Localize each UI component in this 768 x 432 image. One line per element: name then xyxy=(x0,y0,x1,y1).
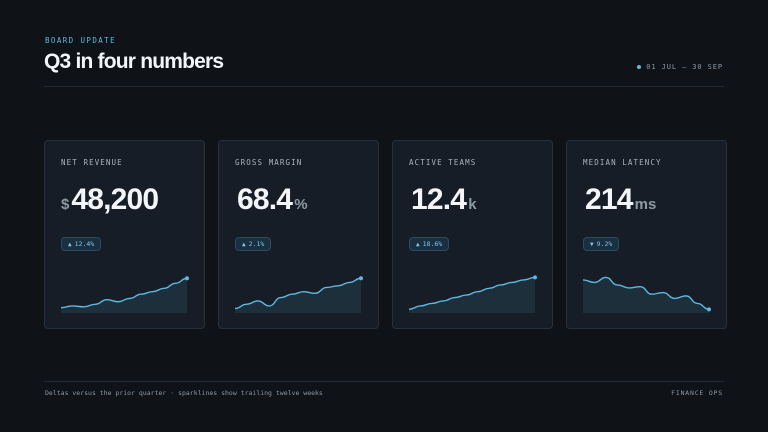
sparkline-chart xyxy=(234,276,363,313)
delta-value: 2.1% xyxy=(248,240,265,248)
metric-value: 48,200 xyxy=(71,183,159,216)
triangle-up-icon: ▲ xyxy=(242,240,246,248)
footnote: Deltas versus the prior quarter · sparkl… xyxy=(45,389,323,397)
sparkline-endpoint xyxy=(359,276,363,281)
card-label: GROSS MARGIN xyxy=(235,158,303,167)
metric-value-group: 214 ms xyxy=(583,183,656,217)
sparkline-area xyxy=(61,278,187,313)
sparkline-chart xyxy=(582,276,711,313)
sparkline-area xyxy=(235,278,361,313)
delta-badge: ▲ 18.6% xyxy=(409,237,450,251)
delta-value: 12.4% xyxy=(74,240,95,248)
metric-card-gross-margin: GROSS MARGIN 68.4 % ▲ 2.1% xyxy=(218,140,379,329)
footer-brand: FINANCE OPS xyxy=(671,389,723,397)
sparkline-line xyxy=(60,277,188,309)
metric-value-group: $ 48,200 xyxy=(61,183,160,217)
metric-value: 12.4 xyxy=(411,183,467,216)
metric-cards: NET REVENUE $ 48,200 ▲ 12.4% GROSS MARGI… xyxy=(44,140,727,329)
delta-badge: ▲ 12.4% xyxy=(61,237,102,251)
triangle-up-icon: ▲ xyxy=(68,240,72,248)
header-divider xyxy=(44,86,724,87)
metric-value: 68.4 xyxy=(237,183,293,216)
metric-card-net-revenue: NET REVENUE $ 48,200 ▲ 12.4% xyxy=(44,140,205,329)
metric-prefix: $ xyxy=(61,196,70,213)
sparkline-line xyxy=(234,277,362,310)
metric-card-active-teams: ACTIVE TEAMS 12.4 k ▲ 18.6% xyxy=(392,140,553,329)
card-label: MEDIAN LATENCY xyxy=(583,158,662,167)
date-range-text: 01 JUL — 30 SEP xyxy=(646,63,723,71)
delta-badge: ▼ 9.2% xyxy=(583,237,620,251)
date-range: 01 JUL — 30 SEP xyxy=(637,63,723,71)
sparkline-endpoint xyxy=(533,275,537,280)
sparkline-line xyxy=(582,276,710,311)
delta-value: 9.2% xyxy=(596,240,613,248)
metric-suffix: k xyxy=(468,196,477,213)
metric-value-group: 68.4 % xyxy=(235,183,308,217)
sparkline-line xyxy=(408,276,536,311)
sparkline-chart xyxy=(408,275,537,313)
sparkline-area xyxy=(583,277,709,313)
date-dot-icon xyxy=(637,65,642,69)
sparkline-endpoint xyxy=(707,307,711,312)
delta-badge: ▲ 2.1% xyxy=(235,237,272,251)
card-label: ACTIVE TEAMS xyxy=(409,158,477,167)
metric-suffix: % xyxy=(294,196,308,213)
triangle-down-icon: ▼ xyxy=(590,240,594,248)
page-title: Q3 in four numbers xyxy=(44,50,224,73)
metric-suffix: ms xyxy=(634,196,657,213)
metric-value-group: 12.4 k xyxy=(409,183,477,217)
metric-card-median-latency: MEDIAN LATENCY 214 ms ▼ 9.2% xyxy=(566,140,727,329)
footer-divider xyxy=(44,381,724,382)
sparkline-area xyxy=(409,277,535,313)
sparkline-chart xyxy=(60,276,189,313)
metric-value: 214 xyxy=(585,183,633,216)
eyebrow-label: BOARD UPDATE xyxy=(45,36,116,45)
sparkline-endpoint xyxy=(185,276,189,281)
card-label: NET REVENUE xyxy=(61,158,123,167)
triangle-up-icon: ▲ xyxy=(416,240,420,248)
delta-value: 18.6% xyxy=(422,240,443,248)
